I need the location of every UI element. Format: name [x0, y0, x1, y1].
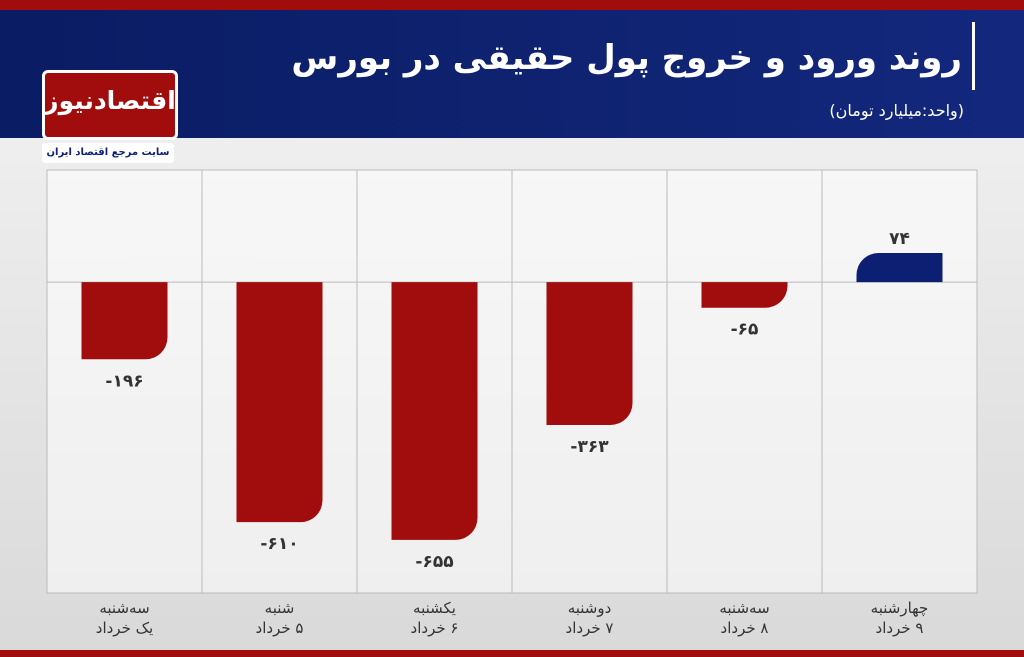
value-label: ۷۴ [889, 229, 910, 249]
bar [701, 282, 788, 308]
bar [546, 282, 633, 425]
x-tick-label: یکشنبه ۶ خرداد [410, 599, 459, 637]
chart-title: روند ورود و خروج پول حقیقی در بورس [291, 38, 962, 78]
bottom-stripe [0, 650, 1024, 657]
value-label: -۶۱۰ [260, 534, 298, 554]
bar [236, 282, 323, 523]
x-tick-label: دوشنبه ۷ خرداد [565, 599, 614, 637]
x-tick-label: چهارشنبه ۹ خرداد [870, 599, 929, 637]
bar [81, 282, 168, 360]
bar [391, 282, 478, 540]
chart-subtitle: (واحد:میلیارد تومان) [829, 101, 964, 120]
bar [856, 253, 943, 283]
logo-box [42, 70, 178, 140]
value-label: -۳۶۳ [570, 437, 609, 457]
logo-tagline: سایت مرجع اقتصاد ایران [42, 143, 174, 163]
top-stripe [0, 0, 1024, 10]
value-label: -۱۹۶ [105, 371, 143, 391]
logo-name: اقتصادنیوز [44, 86, 176, 115]
x-tick-label: سه‌شنبه یک خرداد [95, 599, 154, 637]
value-label: -۶۵۵ [415, 552, 453, 572]
title-rule [972, 22, 975, 90]
x-tick-label: سه‌شنبه ۸ خرداد [719, 599, 770, 637]
x-tick-label: شنبه ۵ خرداد [255, 599, 304, 637]
value-label: -۶۵ [731, 320, 759, 340]
